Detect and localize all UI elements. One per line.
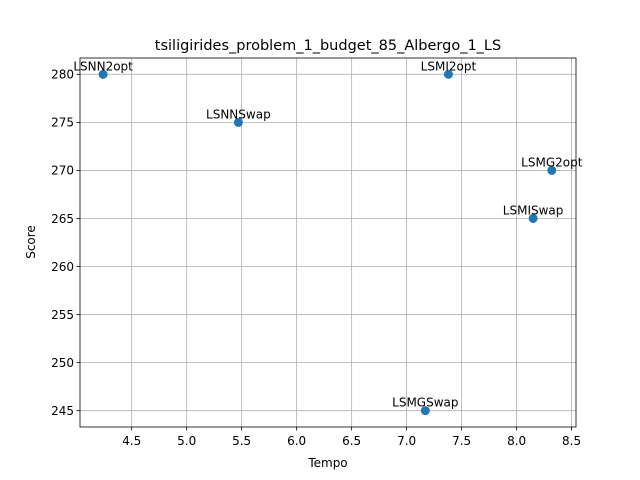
y-tick-label: 280 — [51, 68, 74, 82]
y-tick-label: 275 — [51, 116, 74, 130]
x-tick-label: 8.0 — [507, 434, 526, 448]
y-tick-label: 250 — [51, 356, 74, 370]
chart-title: tsiligirides_problem_1_budget_85_Albergo… — [155, 38, 501, 54]
data-point-label: LSMGSwap — [392, 396, 458, 410]
data-point-label: LSMISwap — [503, 203, 564, 217]
x-tick-label: 7.0 — [397, 434, 416, 448]
y-tick-label: 265 — [51, 212, 74, 226]
x-tick-label: 4.5 — [122, 434, 141, 448]
plot-frame — [79, 57, 577, 428]
data-point-label: LSNNSwap — [206, 107, 271, 121]
data-point — [528, 213, 538, 223]
x-tick-label: 6.5 — [342, 434, 361, 448]
x-tick-label: 5.0 — [177, 434, 196, 448]
x-tick-label: 7.5 — [452, 434, 471, 448]
x-tick-label: 6.0 — [287, 434, 306, 448]
data-point — [98, 69, 108, 79]
x-axis-title: Tempo — [307, 456, 347, 470]
data-point — [420, 406, 430, 416]
y-axis-title: Score — [24, 225, 38, 259]
x-tick-label: 5.5 — [232, 434, 251, 448]
data-points: LSNN2opt LSNNSwap LSMI2opt LSMG2opt LSMISwap… — [73, 59, 583, 416]
data-point-label: LSNN2opt — [73, 59, 133, 73]
y-tick-label: 255 — [51, 308, 74, 322]
data-point — [547, 165, 557, 175]
ticks: 4.5 5.0 5.5 6.0 6.5 7.0 7.5 8.0 8.5 245 250 255 260 2… — [51, 68, 581, 448]
y-tick-label: 260 — [51, 260, 74, 274]
data-point — [443, 69, 453, 79]
data-point-label: LSMG2opt — [521, 155, 583, 169]
data-point-label: LSMI2opt — [421, 59, 477, 73]
data-point — [233, 117, 243, 127]
x-tick-label: 8.5 — [562, 434, 581, 448]
y-tick-label: 245 — [51, 404, 74, 418]
y-tick-label: 270 — [51, 164, 74, 178]
